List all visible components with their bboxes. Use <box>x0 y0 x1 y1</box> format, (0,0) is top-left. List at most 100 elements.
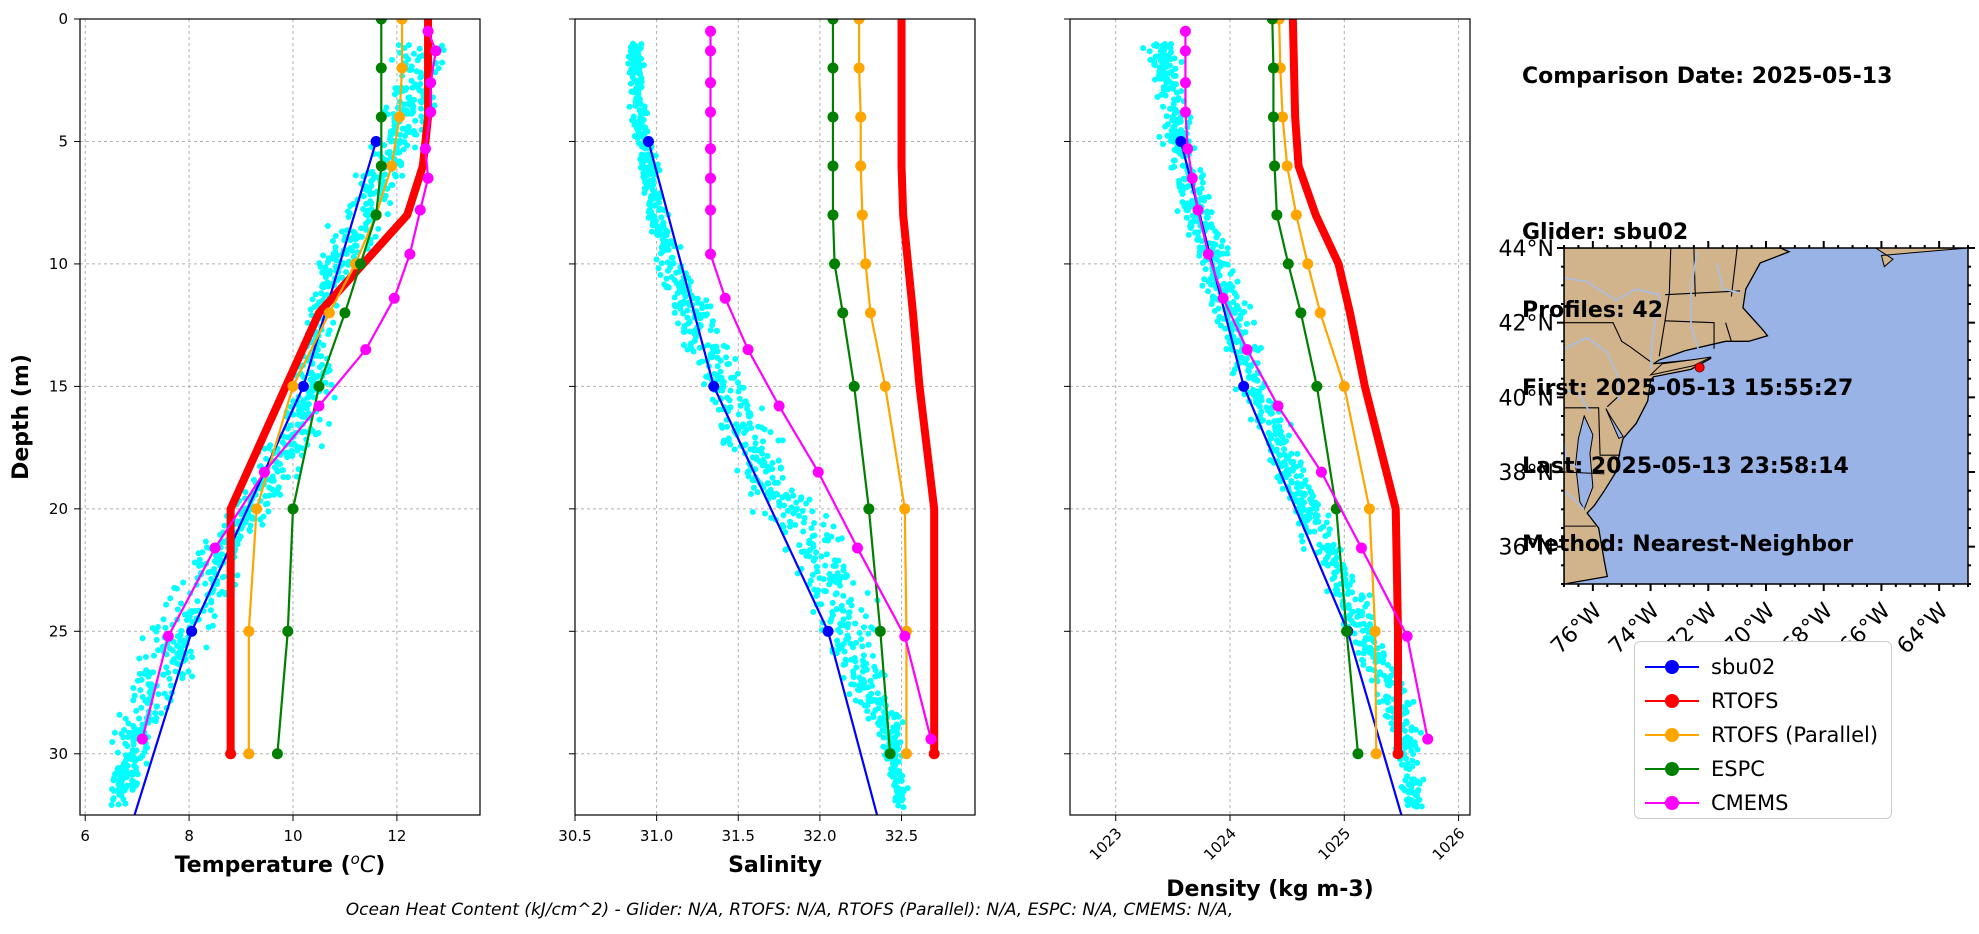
x-tick-label: 10 <box>283 827 302 845</box>
glider-point <box>265 508 272 515</box>
glider-point <box>1160 59 1167 66</box>
glider-point <box>808 525 815 532</box>
marker-espc <box>1311 380 1323 392</box>
glider-point <box>840 563 847 570</box>
glider-point <box>1172 72 1179 79</box>
glider-point <box>1163 113 1170 120</box>
glider-point <box>846 609 853 616</box>
glider-point <box>818 553 825 560</box>
glider-point <box>173 660 180 667</box>
glider-point <box>134 677 141 684</box>
glider-point <box>1360 661 1367 668</box>
glider-point <box>413 131 420 138</box>
glider-point <box>1314 512 1321 519</box>
glider-point <box>1344 590 1351 597</box>
glider-point <box>1224 245 1231 252</box>
glider-point <box>1241 356 1248 363</box>
glider-point <box>1366 649 1373 656</box>
glider-point <box>775 437 782 444</box>
glider-point <box>1188 219 1195 226</box>
glider-point <box>1214 249 1221 256</box>
glider-point <box>776 502 783 509</box>
glider-point <box>1264 405 1271 412</box>
glider-point <box>842 661 849 668</box>
river <box>1690 251 1699 350</box>
marker-espc <box>827 111 839 123</box>
glider-point <box>1160 84 1167 91</box>
glider-point <box>726 360 733 367</box>
series-espc <box>827 19 896 760</box>
glider-point <box>1267 410 1274 417</box>
glider-point <box>1285 432 1292 439</box>
glider-point <box>627 48 634 55</box>
y-tick-label: 20 <box>49 500 68 518</box>
legend-item-cmems: CMEMS <box>1635 786 1891 820</box>
glider-point <box>811 586 818 593</box>
glider-point <box>124 743 131 750</box>
glider-point <box>887 771 894 778</box>
glider-point <box>345 261 352 268</box>
nova-scotia <box>1874 248 1968 268</box>
glider-point <box>183 617 190 624</box>
glider-point <box>688 345 695 352</box>
glider-point <box>1355 649 1362 656</box>
glider-point <box>322 379 329 386</box>
glider-point <box>154 703 161 710</box>
glider-point <box>734 467 741 474</box>
marker-espc <box>282 625 294 637</box>
glider-point <box>814 568 821 575</box>
marker-cmems <box>209 542 221 554</box>
glider-point <box>809 508 816 515</box>
glider-point <box>131 758 138 765</box>
glider-point <box>284 474 291 481</box>
glider-point <box>858 607 865 614</box>
glider-point <box>163 601 170 608</box>
glider-point <box>818 601 825 608</box>
glider-point <box>273 489 280 496</box>
glider-point <box>1174 208 1181 215</box>
marker-espc <box>874 625 886 637</box>
glider-location-marker <box>1694 362 1705 373</box>
glider-point <box>1367 644 1374 651</box>
glider-point <box>784 507 791 514</box>
glider-point <box>893 711 900 718</box>
glider-point <box>734 370 741 377</box>
glider-point <box>829 612 836 619</box>
glider-point <box>723 354 730 361</box>
glider-point <box>684 307 691 314</box>
marker-espc <box>863 503 875 515</box>
glider-point <box>640 62 647 69</box>
glider-point <box>1215 305 1222 312</box>
glider-point <box>221 573 228 580</box>
glider-point <box>395 42 402 49</box>
marker-rtofs-parallel <box>323 307 335 319</box>
glider-point <box>1171 96 1178 103</box>
glider-point <box>1379 658 1386 665</box>
glider-point <box>1203 208 1210 215</box>
glider-point <box>869 696 876 703</box>
glider-point <box>864 702 871 709</box>
marker-sbu02 <box>708 380 720 392</box>
glider-point <box>1265 419 1272 426</box>
glider-point <box>381 142 388 149</box>
glider-point <box>641 103 648 110</box>
glider-point <box>1199 282 1206 289</box>
glider-point <box>263 455 270 462</box>
glider-point <box>779 437 786 444</box>
glider-point <box>298 429 305 436</box>
marker-espc <box>1295 307 1307 319</box>
glider-point <box>632 65 639 72</box>
x-axis-label: Density (kg m-3) <box>1166 877 1374 902</box>
delaware-bay <box>1605 408 1624 440</box>
glider-point <box>1311 528 1318 535</box>
glider-point <box>850 580 857 587</box>
glider-point <box>179 671 186 678</box>
glider-point <box>143 760 150 767</box>
series-rtofs <box>897 19 940 760</box>
glider-point <box>122 800 129 807</box>
glider-point <box>899 719 906 726</box>
glider-point <box>1297 462 1304 469</box>
glider-point <box>860 652 867 659</box>
glider-point <box>1214 266 1221 273</box>
glider-point <box>1170 157 1177 164</box>
